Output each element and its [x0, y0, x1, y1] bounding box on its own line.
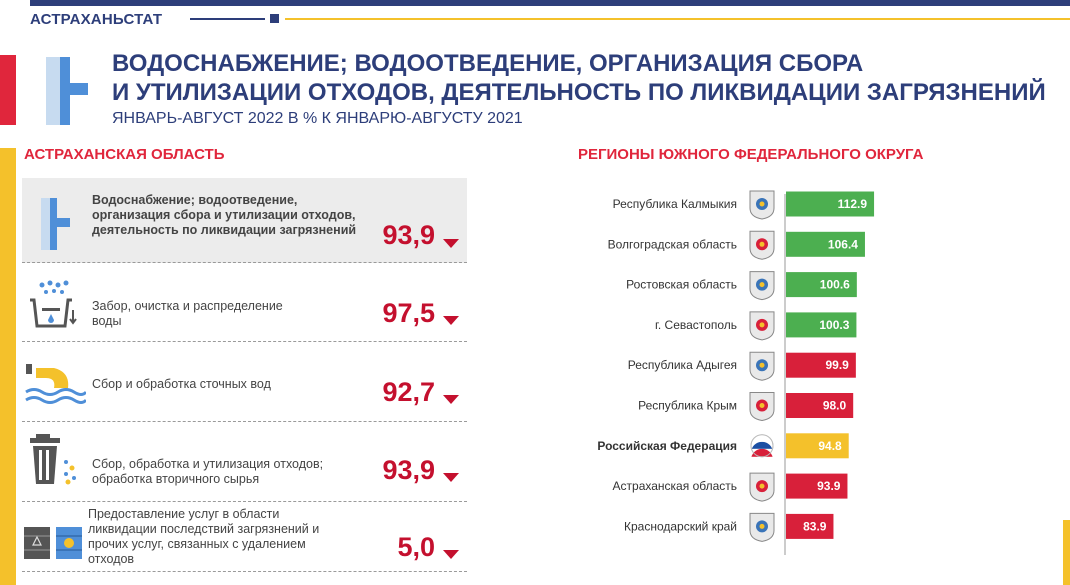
astrakhan-emblem-icon [749, 472, 775, 502]
left-accent-bar [0, 148, 16, 585]
bar-value-label: 94.8 [818, 439, 842, 453]
category-label: Краснодарский край [624, 519, 737, 533]
bar [786, 231, 865, 257]
indicator-value: 93,9 [382, 455, 435, 485]
down-arrow-icon [443, 473, 459, 482]
bar-value-label: 93.9 [817, 479, 841, 493]
category-label: Республика Калмыкия [613, 197, 737, 211]
bar [786, 473, 848, 499]
russia-flag-icon [750, 434, 774, 458]
indicator-value: 92,7 [382, 377, 435, 407]
indicator-value: 5,0 [397, 532, 435, 562]
bar [786, 513, 834, 539]
org-name: АСТРАХАНЬСТАТ [30, 11, 163, 28]
page-subtitle: ЯНВАРЬ-АВГУСТ 2022 В % К ЯНВАРЮ-АВГУСТУ … [112, 110, 523, 127]
category-label: Республика Адыгея [628, 358, 737, 372]
water-purification-icon [30, 280, 77, 328]
bar-value-label: 99.9 [826, 358, 850, 372]
bar [786, 191, 875, 217]
down-arrow-icon [443, 316, 459, 325]
crimea-emblem-icon [749, 392, 775, 422]
bar [786, 393, 854, 418]
indicator-row: Сбор, обработка и утилизация отходов; об… [22, 430, 467, 502]
category-label: Астраханская область [613, 479, 737, 493]
indicator-row: Сбор и обработка сточных вод 92,7 [22, 350, 467, 422]
indicator-row: Забор, очистка и распределение воды 97,5 [22, 270, 467, 342]
title-accent [0, 55, 16, 125]
adygea-emblem-icon [749, 351, 775, 381]
category-label: Ростовская область [626, 278, 737, 292]
bar-value-label: 100.3 [819, 318, 849, 332]
indicator-value: 97,5 [382, 298, 435, 328]
indicator-row: Предоставление услуг в области ликвидаци… [22, 505, 467, 572]
category-label: Волгоградская область [608, 237, 737, 251]
row-divider [22, 262, 467, 263]
water-pipe-icon [46, 57, 88, 125]
right-heading: РЕГИОНЫ ЮЖНОГО ФЕДЕРАЛЬНОГО ОКРУГА [578, 146, 924, 163]
top-bar [30, 0, 1070, 6]
page-title-line2: И УТИЛИЗАЦИИ ОТХОДОВ, ДЕЯТЕЛЬНОСТЬ ПО ЛИ… [112, 79, 1046, 106]
regions-bar-chart: Республика Калмыкия 112.9 Волгоградская об… [597, 190, 875, 555]
org-divider [190, 18, 265, 20]
category-label: Российская Федерация [597, 439, 737, 453]
indicator-label: Забор, очистка и распределение воды [92, 299, 283, 328]
indicator-value: 93,9 [382, 220, 435, 250]
down-arrow-icon [443, 550, 459, 559]
bar [786, 312, 857, 338]
indicator-label: Сбор, обработка и утилизация отходов; об… [92, 457, 324, 486]
volgograd-emblem-icon [749, 230, 775, 260]
bar-value-label: 112.9 [838, 197, 868, 211]
row-divider [22, 501, 467, 502]
bar-value-label: 106.4 [828, 237, 858, 251]
bar-value-label: 83.9 [803, 519, 827, 533]
down-arrow-icon [443, 395, 459, 404]
indicator-row: Водоснабжение; водоотведение, организаци… [22, 178, 467, 263]
rostov-emblem-icon [749, 271, 775, 301]
bar [786, 352, 856, 378]
row-divider [22, 421, 467, 422]
sevastopol-emblem-icon [749, 311, 775, 341]
krasnodar-emblem-icon [749, 512, 775, 542]
indicator-label: Водоснабжение; водоотведение, организаци… [92, 193, 357, 237]
bar [786, 272, 857, 298]
org-divider-yellow [285, 18, 1070, 20]
org-marker [270, 14, 279, 23]
right-accent-strip [1063, 520, 1070, 585]
row-divider [22, 571, 467, 572]
bar-value-label: 100.6 [820, 278, 850, 292]
indicator-label: Предоставление услуг в области ликвидаци… [88, 507, 320, 566]
row-divider [22, 341, 467, 342]
hazard-barrels-icon [24, 527, 82, 559]
left-heading: АСТРАХАНСКАЯ ОБЛАСТЬ [24, 146, 225, 163]
kalmykia-emblem-icon [749, 190, 775, 220]
bar [786, 433, 849, 459]
category-label: г. Севастополь [655, 318, 737, 332]
page-title-line1: ВОДОСНАБЖЕНИЕ; ВОДООТВЕДЕНИЕ, ОРГАНИЗАЦИ… [112, 50, 864, 77]
trash-bin-icon [30, 434, 76, 485]
wastewater-icon [25, 364, 86, 404]
category-label: Республика Крым [638, 399, 737, 413]
water-pipe-icon [41, 198, 70, 250]
indicator-label: Сбор и обработка сточных вод [92, 377, 271, 391]
down-arrow-icon [443, 239, 459, 248]
bar-value-label: 98.0 [823, 399, 847, 413]
